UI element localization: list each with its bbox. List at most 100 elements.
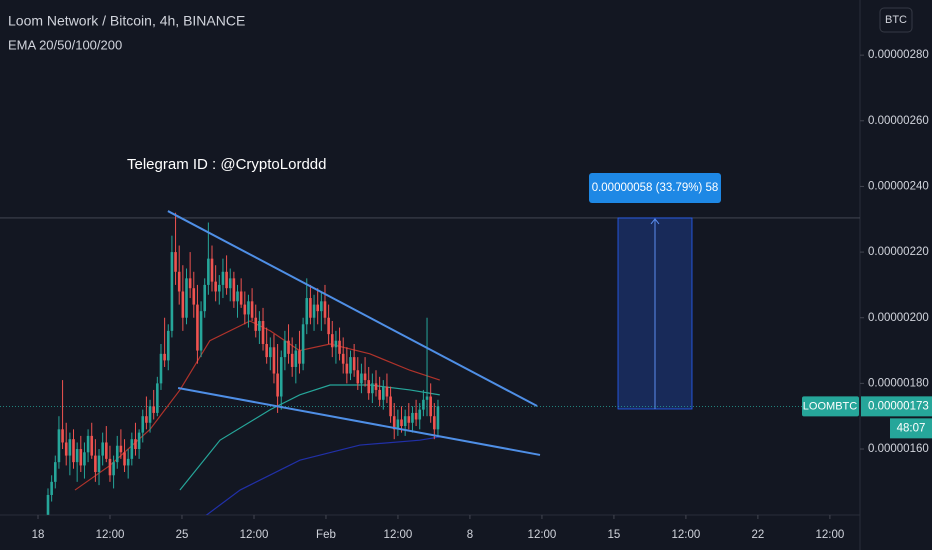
candle-body	[392, 416, 396, 430]
candle-body	[425, 396, 429, 400]
candle-body	[429, 396, 432, 417]
candle-body	[181, 291, 185, 318]
annotation-text: Telegram ID : @CryptoLorddd	[127, 156, 326, 173]
candle-body	[287, 340, 290, 354]
candle-body	[236, 291, 239, 302]
x-tick-label: 12:00	[816, 529, 845, 541]
candle-body	[352, 357, 356, 371]
candle-body	[411, 412, 414, 423]
y-tick-label: 0.00000180	[868, 377, 929, 389]
candle-body	[94, 455, 97, 473]
countdown-label: 48:07	[897, 422, 926, 434]
candle-body	[345, 363, 349, 374]
x-tick-label: Feb	[316, 529, 336, 541]
candle-body	[177, 271, 181, 292]
candle-body	[141, 416, 145, 433]
candle-body	[163, 353, 166, 361]
candle-body	[414, 412, 418, 420]
x-tick-label: 18	[32, 529, 45, 541]
candle-body	[330, 334, 334, 348]
candle-body	[115, 445, 119, 463]
candle-body	[57, 429, 61, 463]
candle-body	[407, 416, 411, 423]
candle-body	[174, 252, 177, 272]
candle-body	[320, 301, 323, 312]
last-price-label: 0.00000173	[868, 400, 929, 412]
last-price-box	[861, 396, 932, 417]
candle-body	[239, 291, 243, 305]
candle-body	[214, 281, 217, 292]
y-tick-label: 0.00000160	[868, 443, 929, 455]
candle-body	[126, 458, 130, 466]
candle-body	[371, 383, 374, 394]
candle-body	[148, 406, 152, 423]
candle-body	[283, 340, 287, 358]
candle-body	[112, 462, 115, 476]
candle-body	[130, 439, 134, 459]
candle-body	[433, 416, 436, 430]
candle-body	[53, 462, 57, 482]
candle-body	[258, 321, 261, 331]
candle-body	[123, 452, 126, 466]
candle-body	[134, 439, 137, 450]
candle-body	[228, 278, 232, 289]
y-tick-label: 0.00000220	[868, 246, 929, 258]
indicator-label: EMA 20/50/100/200	[8, 37, 122, 52]
candle-body	[188, 278, 192, 289]
measure-arrow	[650, 218, 660, 409]
candle-body	[79, 449, 83, 466]
candle-body	[396, 419, 400, 430]
measure-label-box	[588, 172, 721, 203]
axes: 0.00000280 0.00000260 0.00000240 0.00000220…	[32, 49, 929, 541]
y-tick-label: 0.00000240	[868, 180, 929, 192]
candle-body	[90, 435, 94, 456]
candle-body	[192, 288, 196, 305]
currency-button[interactable]	[879, 7, 913, 33]
candle-body	[367, 380, 371, 394]
candle-body	[86, 435, 90, 453]
candle-body	[207, 258, 210, 285]
candle-body	[418, 409, 422, 420]
x-tick-label: 12:00	[528, 529, 557, 541]
candle-body	[105, 442, 108, 459]
countdown-box	[890, 418, 932, 439]
candle-body	[381, 386, 385, 400]
y-tick-label: 0.00000200	[868, 312, 929, 324]
candle-body	[338, 340, 341, 354]
symbol-label-box	[802, 396, 859, 417]
line	[177, 386, 541, 456]
candle-body	[327, 317, 330, 335]
candle-body	[403, 416, 407, 427]
candle-body	[305, 298, 309, 325]
candle-body	[232, 278, 236, 302]
candle-body	[119, 445, 123, 453]
candle-body	[221, 271, 225, 285]
candle-body	[374, 383, 378, 390]
y-tick-label: 0.00000280	[868, 49, 929, 61]
candle-body	[316, 304, 319, 312]
candle-body	[199, 311, 203, 351]
candle-body	[389, 396, 392, 417]
candle-body	[349, 357, 352, 374]
candle-body	[269, 347, 272, 358]
candle-body	[156, 383, 159, 413]
candle-body	[159, 353, 163, 384]
x-tick-label: 22	[751, 529, 764, 541]
candle-body	[294, 350, 298, 367]
currency-button-label[interactable]: BTC	[885, 14, 907, 26]
candle-body	[225, 271, 228, 289]
candle-body	[265, 343, 268, 358]
candle-body	[323, 301, 327, 318]
candle-body	[298, 350, 301, 364]
candle-body	[83, 452, 86, 466]
candle-body	[334, 340, 338, 348]
candle-body	[166, 330, 170, 361]
candle-body	[217, 284, 221, 292]
plot-area	[0, 210, 860, 515]
candle-body	[185, 278, 188, 318]
candle-body	[101, 442, 104, 456]
y-tick-label: 0.00000260	[868, 115, 929, 127]
x-tick-label: 15	[608, 529, 621, 541]
